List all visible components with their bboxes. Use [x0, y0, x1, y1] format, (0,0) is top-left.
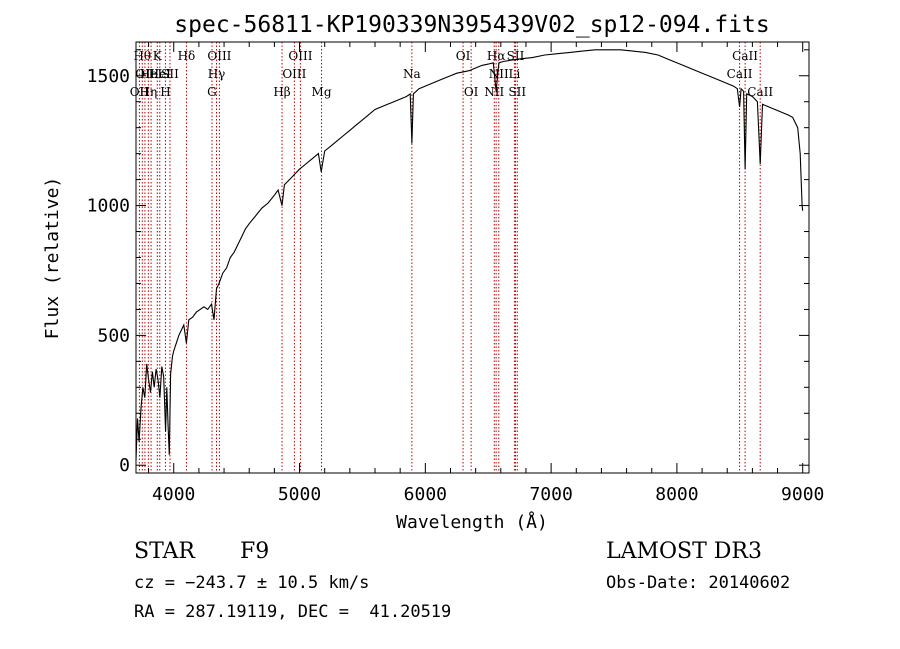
x-axis-label: Wavelength (Å): [396, 511, 548, 533]
line-label: SII: [508, 85, 526, 99]
line-label: HeI: [149, 67, 172, 81]
line-label: Hβ: [273, 85, 290, 99]
plot-frame: [135, 41, 810, 474]
line-label: G: [207, 85, 217, 99]
x-tick-label: 9000: [781, 484, 824, 505]
y-tick-label: 500: [97, 325, 130, 346]
line-label: Li: [508, 67, 520, 81]
line-label: OI: [464, 85, 479, 99]
x-tick-label: 6000: [404, 484, 447, 505]
y-tick-label: 1000: [87, 196, 130, 217]
object-type: STAR: [134, 539, 195, 564]
survey-name: LAMOST DR3: [606, 539, 762, 564]
y-axis-ticks: 0 500 1000 1500: [87, 49, 809, 476]
line-label: Hδ: [178, 49, 196, 63]
x-tick-label: 4000: [152, 484, 195, 505]
line-label: OI: [456, 49, 471, 63]
y-tick-label: 0: [119, 455, 130, 476]
x-tick-label: 5000: [278, 484, 321, 505]
redshift-velocity: cz = −243.7 ± 10.5 km/s: [134, 573, 370, 593]
line-label: NII: [489, 67, 509, 81]
chart-title: spec-56811-KP190339N395439V02_sp12-094.f…: [174, 12, 769, 38]
observation-date: Obs-Date: 20140602: [606, 573, 791, 593]
line-label: HeI: [140, 67, 163, 81]
line-label: Hθ: [133, 49, 151, 63]
line-label: OII: [135, 67, 155, 81]
line-label: OIII: [288, 49, 312, 63]
line-label: OIII: [207, 49, 231, 63]
line-label: H: [160, 85, 170, 99]
y-axis-label: Flux (relative): [42, 177, 63, 340]
line-label: OIII: [282, 67, 306, 81]
y-tick-label: 1500: [87, 66, 130, 87]
object-subclass: F9: [240, 539, 270, 564]
line-label: CaII: [732, 49, 758, 63]
line-label: OII: [130, 85, 150, 99]
line-label: CaII: [727, 67, 753, 81]
spectrum-line: [135, 49, 804, 461]
x-axis-ticks: 4000 5000 6000 7000 8000 9000: [148, 42, 824, 505]
line-label: SII: [161, 67, 179, 81]
line-label: NII: [484, 85, 504, 99]
line-label: Hη: [139, 85, 157, 99]
line-label: CaII: [747, 85, 773, 99]
spectral-line-markers: [138, 42, 761, 473]
line-label: Mg: [312, 85, 332, 99]
line-label: Na: [403, 67, 421, 81]
line-label: K: [153, 49, 163, 63]
line-label: SII: [507, 49, 525, 63]
sky-coordinates: RA = 287.19119, DEC = 41.20519: [134, 602, 452, 622]
spectral-line-labels: OIIHθOIIHηHeIKHeIHSIIHδGHγOIIIHβOIIIOIII…: [130, 49, 774, 99]
line-label: Hα: [487, 49, 506, 63]
x-tick-label: 8000: [655, 484, 698, 505]
line-label: Hγ: [208, 67, 226, 81]
x-tick-label: 7000: [529, 484, 572, 505]
